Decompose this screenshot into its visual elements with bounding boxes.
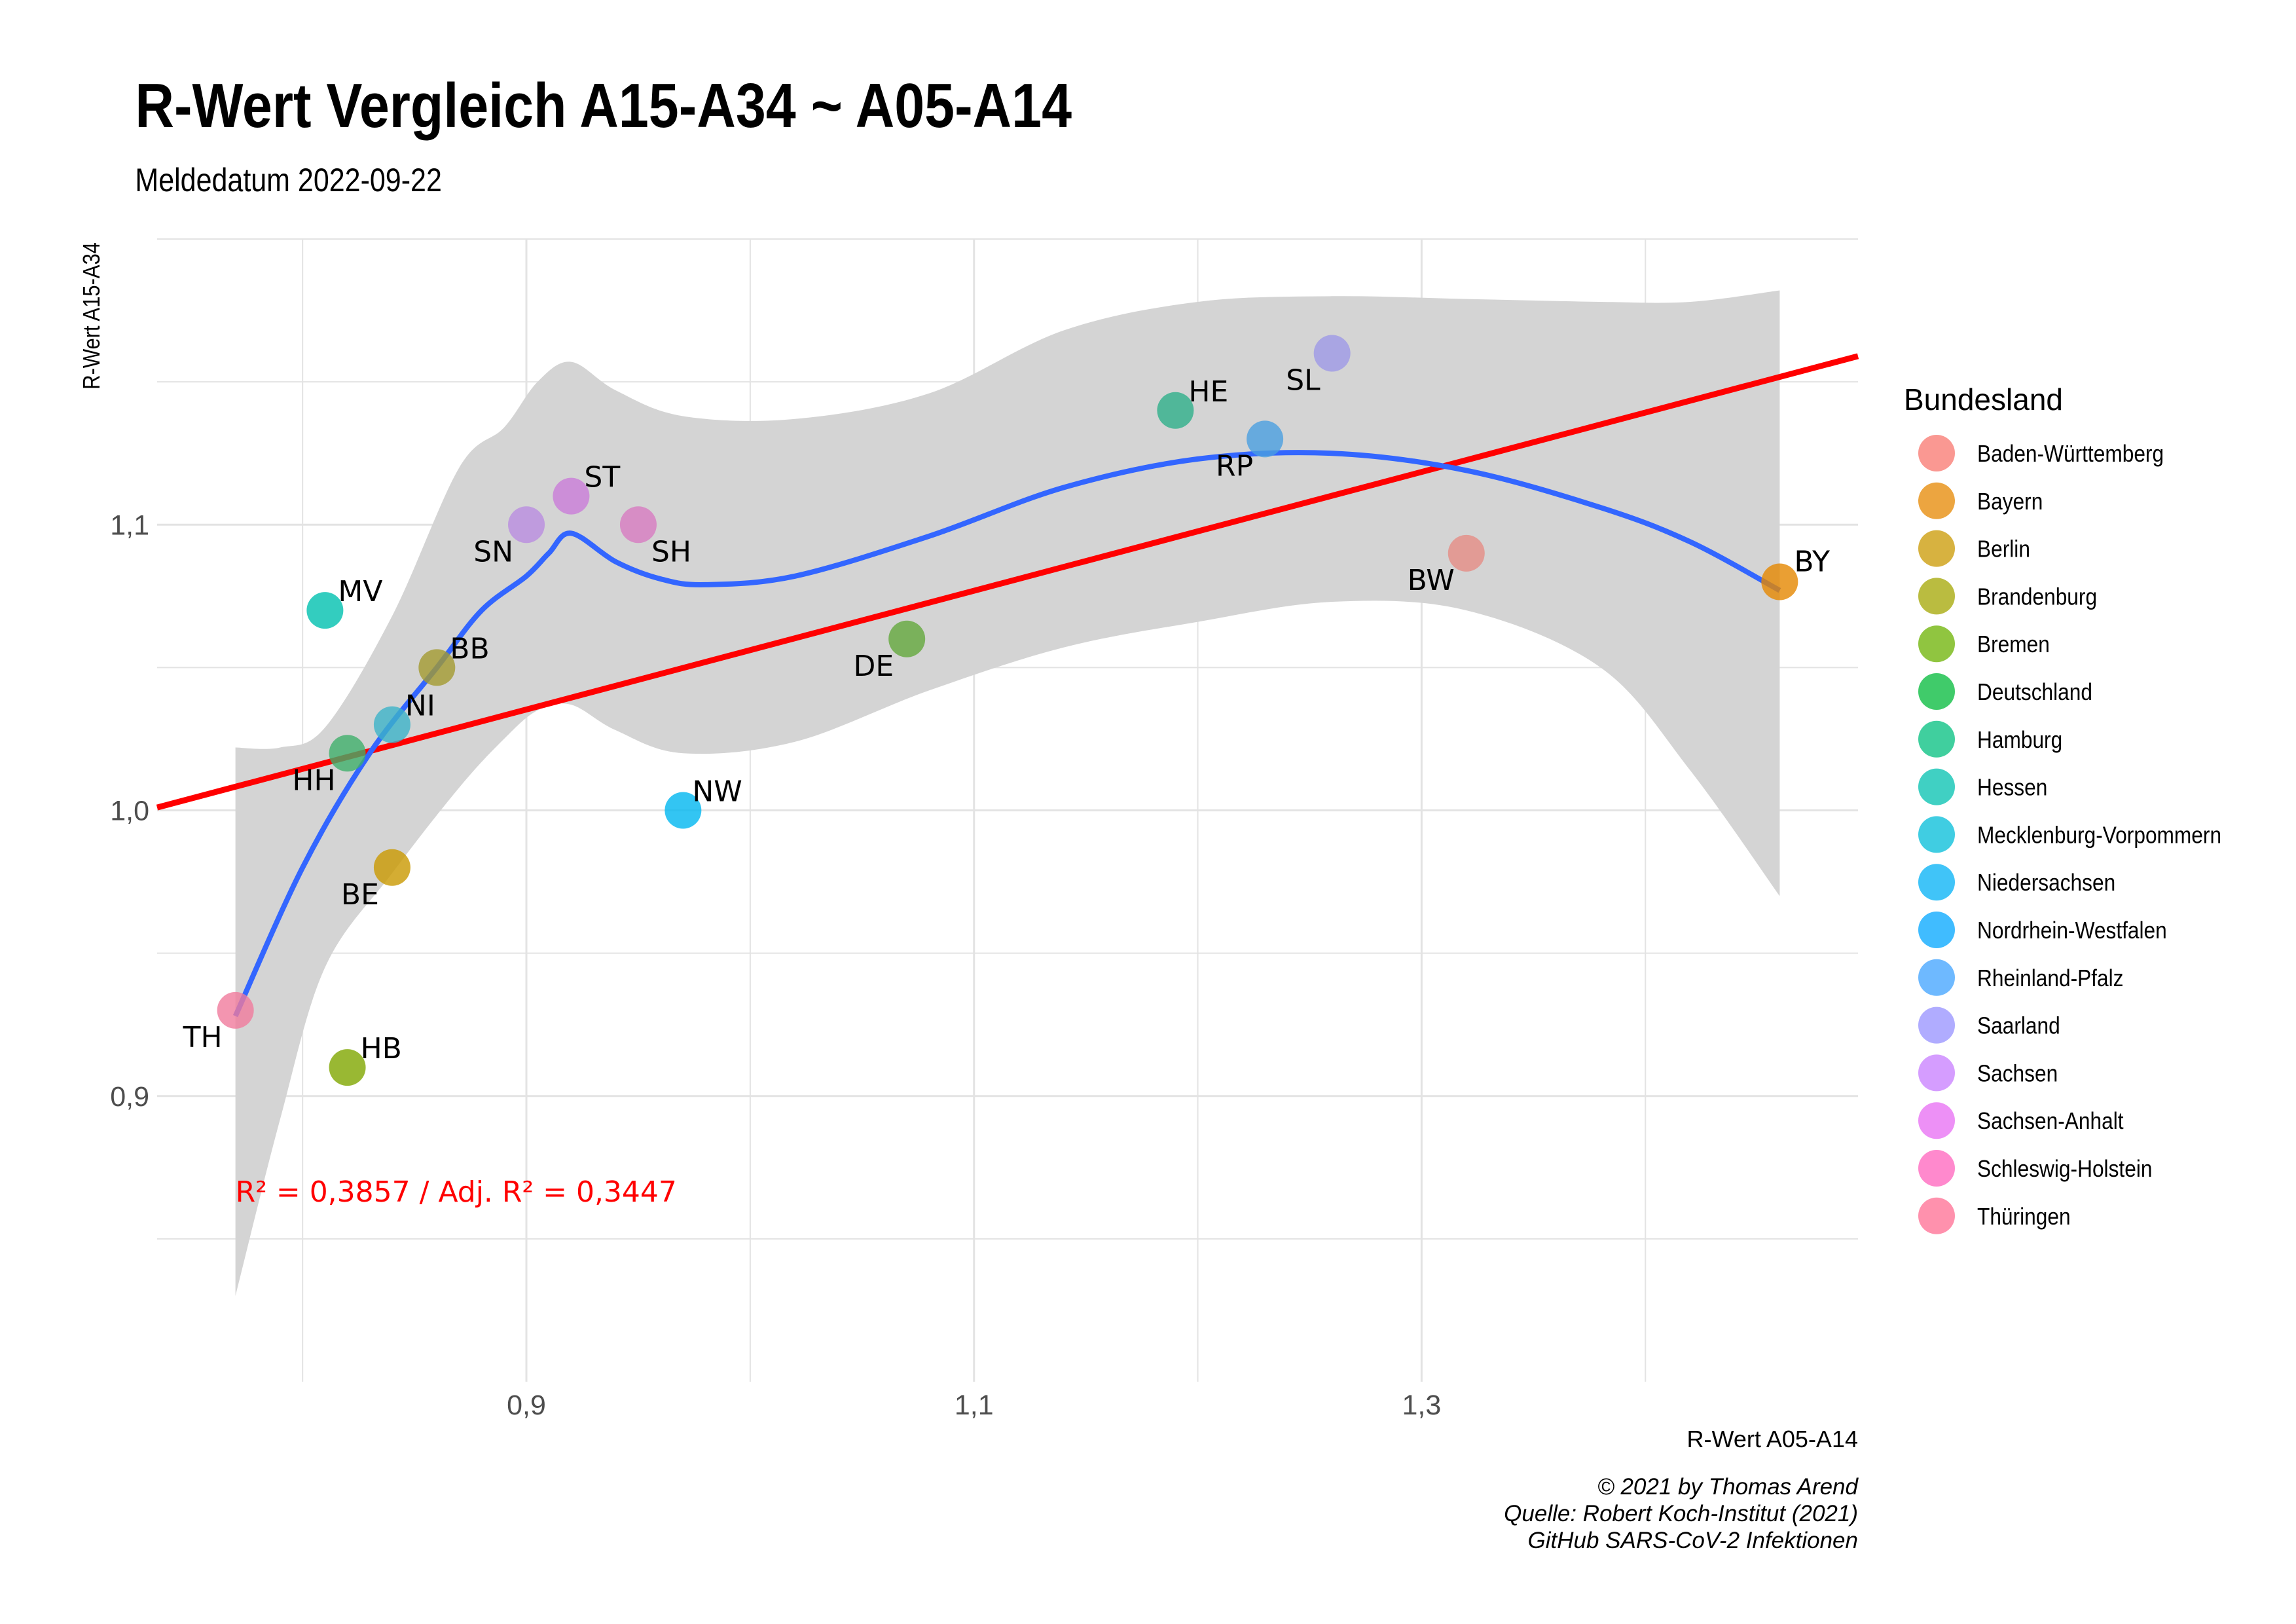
data-point-nw <box>665 792 702 829</box>
legend-key-hamburg <box>1918 720 1955 758</box>
point-label-sh: SH <box>651 535 691 568</box>
point-label-hb: HB <box>361 1032 402 1065</box>
legend-key-rheinland-pfalz <box>1918 959 1955 996</box>
data-point-sl <box>1313 335 1351 372</box>
legend-key-sachsen-anhalt <box>1918 1102 1955 1139</box>
point-label-by: BY <box>1794 545 1830 579</box>
legend-key-deutschland <box>1918 673 1955 710</box>
data-point-sn <box>508 506 545 544</box>
legend-key-th-ringen <box>1918 1197 1955 1234</box>
data-point-he <box>1157 392 1194 429</box>
legend-key-schleswig-holstein <box>1918 1150 1955 1187</box>
x-tick-label: 1,1 <box>955 1390 994 1421</box>
legend-label-nordrhein-westfalen: Nordrhein-Westfalen <box>1977 917 2167 944</box>
legend-key-berlin <box>1918 530 1955 567</box>
legend-key-baden-w-rttemberg <box>1918 435 1955 471</box>
legend-key-hessen <box>1918 768 1955 805</box>
legend-key-mecklenburg-vorpommern <box>1918 816 1955 853</box>
point-label-rp: RP <box>1216 449 1253 483</box>
data-point-sh <box>619 506 657 544</box>
caption-line-3: GitHub SARS-CoV-2 Infektionen <box>1528 1528 1859 1553</box>
legend-label-hessen: Hessen <box>1977 775 2047 801</box>
point-label-ni: NI <box>405 690 435 723</box>
y-tick-label: 1,0 <box>110 796 149 827</box>
legend-label-sachsen-anhalt: Sachsen-Anhalt <box>1977 1108 2124 1134</box>
legend-label-bayern: Bayern <box>1977 489 2043 515</box>
legend-key-bremen <box>1918 625 1955 663</box>
legend-key-saarland <box>1918 1006 1955 1044</box>
data-point-rp <box>1247 420 1284 458</box>
x-axis-ticks: 0,9 1,1 1,3 <box>507 1390 1441 1421</box>
point-label-hh: HH <box>292 764 335 797</box>
legend-label-mecklenburg-vorpommern: Mecklenburg-Vorpommern <box>1977 822 2221 849</box>
point-label-sn: SN <box>473 535 513 568</box>
caption-line-2: Quelle: Robert Koch-Institut (2021) <box>1504 1501 1858 1526</box>
data-point-bb <box>418 649 456 686</box>
legend-key-bayern <box>1918 482 1955 519</box>
x-tick-label: 1,3 <box>1402 1390 1442 1421</box>
point-label-mv: MV <box>338 575 382 608</box>
caption-line-1: © 2021 by Thomas Arend <box>1597 1474 1859 1500</box>
data-points <box>217 335 1798 1086</box>
data-point-by <box>1761 563 1798 600</box>
legend-label-brandenburg: Brandenburg <box>1977 584 2097 610</box>
point-label-he: HE <box>1188 375 1228 409</box>
y-axis-title: R-Wert A15-A34 <box>79 242 105 390</box>
legend-label-sachsen: Sachsen <box>1977 1061 2058 1087</box>
data-point-mv <box>306 592 344 629</box>
smooth-curve <box>232 450 1781 1018</box>
data-point-de <box>888 620 926 657</box>
point-label-sl: SL <box>1286 364 1321 397</box>
x-tick-label: 0,9 <box>507 1390 546 1421</box>
legend-label-berlin: Berlin <box>1977 536 2030 563</box>
regression-line <box>156 353 1859 811</box>
legend-key-niedersachsen <box>1918 864 1955 901</box>
data-point-hb <box>329 1049 366 1086</box>
y-axis-ticks: 0,9 1,0 1,1 <box>110 509 149 1113</box>
data-point-th <box>217 991 254 1029</box>
legend-label-niedersachsen: Niedersachsen <box>1977 870 2115 896</box>
y-tick-label: 0,9 <box>110 1081 149 1113</box>
legend: Baden-Württemberg Bayern Berlin Brandenburg… <box>1918 435 2221 1234</box>
data-point-hh <box>329 735 366 772</box>
r-squared-annotation: R² = 0,3857 / Adj. R² = 0,3447 <box>236 1175 677 1209</box>
data-point-bw <box>1448 534 1485 572</box>
legend-title: Bundesland <box>1904 382 2063 416</box>
data-point-st <box>553 477 590 515</box>
legend-label-hamburg: Hamburg <box>1977 727 2062 753</box>
legend-key-sachsen <box>1918 1054 1955 1092</box>
legend-label-baden-w-rttemberg: Baden-Württemberg <box>1977 441 2164 467</box>
point-label-de: DE <box>853 650 894 683</box>
chart-subtitle: Meldedatum 2022-09-22 <box>135 162 441 198</box>
legend-label-rheinland-pfalz: Rheinland-Pfalz <box>1977 965 2124 991</box>
legend-label-schleswig-holstein: Schleswig-Holstein <box>1977 1156 2152 1182</box>
legend-label-bremen: Bremen <box>1977 631 2050 657</box>
point-label-bb: BB <box>450 632 489 665</box>
confidence-band <box>235 290 1780 1297</box>
legend-label-deutschland: Deutschland <box>1977 679 2092 705</box>
legend-label-th-ringen: Thüringen <box>1977 1204 2071 1230</box>
point-labels: BW BY BE BB HB DE HH HE MV NI NW RP SL SN ST SH TH <box>183 364 1830 1066</box>
point-label-be: BE <box>341 878 379 912</box>
y-tick-label: 1,1 <box>110 509 149 541</box>
chart-title: R-Wert Vergleich A15-A34 ~ A05-A14 <box>135 70 1072 140</box>
data-point-be <box>373 849 410 886</box>
legend-key-brandenburg <box>1918 578 1955 615</box>
point-label-bw: BW <box>1408 564 1455 597</box>
x-axis-title: R-Wert A05-A14 <box>1687 1426 1858 1452</box>
point-label-nw: NW <box>692 775 742 809</box>
data-point-ni <box>373 706 410 743</box>
point-label-th: TH <box>183 1021 223 1054</box>
legend-label-saarland: Saarland <box>1977 1013 2060 1039</box>
legend-key-nordrhein-westfalen <box>1918 912 1955 948</box>
point-label-st: ST <box>584 461 620 494</box>
